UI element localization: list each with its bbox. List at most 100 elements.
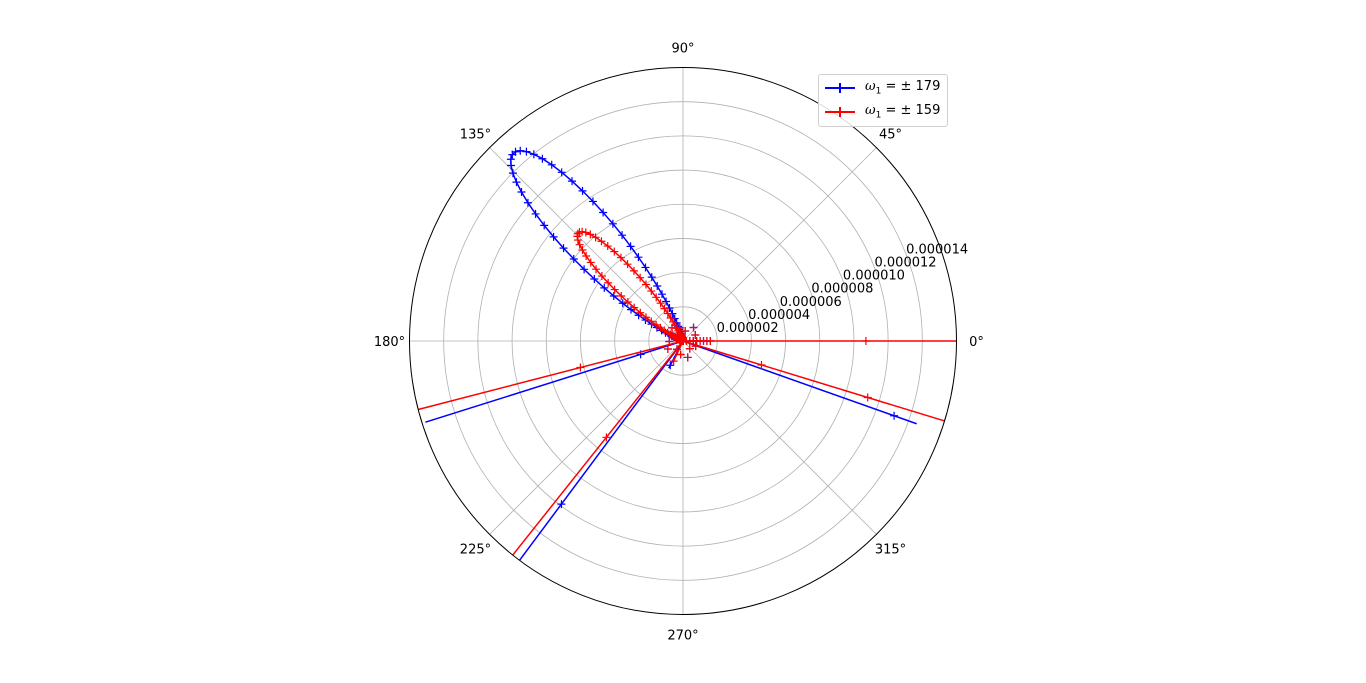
data-point <box>691 331 700 340</box>
data-point <box>669 332 678 341</box>
data-point <box>575 240 584 249</box>
data-point <box>599 208 608 217</box>
data-point <box>578 246 587 255</box>
data-point <box>634 253 643 262</box>
radial-tick-label: 0.000010 <box>843 269 905 284</box>
data-point <box>600 283 609 292</box>
data-point <box>523 198 532 207</box>
angle-tick-label: 315° <box>875 543 906 558</box>
data-point <box>653 282 662 291</box>
data-point <box>647 317 656 326</box>
data-point <box>681 326 690 335</box>
data-point <box>592 265 601 274</box>
data-point <box>623 298 632 307</box>
data-point <box>568 177 577 186</box>
legend: ω1 = ± 179 ω1 = ± 159 <box>818 74 948 127</box>
data-point <box>669 357 678 366</box>
radial-tick-label: 0.000006 <box>780 295 842 310</box>
data-point <box>675 323 684 332</box>
angle-tick-label: 45° <box>879 127 902 142</box>
tick-labels: 0.0000020.0000040.0000060.0000080.000010… <box>374 42 984 644</box>
data-point <box>641 263 650 272</box>
legend-swatch-blue <box>825 81 855 95</box>
angular-gridline <box>682 147 877 342</box>
data-point <box>602 433 611 442</box>
data-point <box>573 232 582 241</box>
angle-tick-label: 135° <box>460 127 491 142</box>
data-point <box>597 272 606 281</box>
data-point <box>508 150 517 159</box>
data-point <box>508 169 517 178</box>
data-point <box>531 209 540 218</box>
spike-line <box>682 340 917 425</box>
data-point <box>573 236 582 245</box>
data-point <box>666 314 675 323</box>
data-point <box>663 309 672 318</box>
data-point <box>586 230 595 239</box>
data-point <box>610 285 619 294</box>
angular-gridline <box>489 340 684 535</box>
data-point <box>676 350 685 359</box>
data-point <box>636 273 645 282</box>
data-point <box>608 219 617 228</box>
data-point <box>557 500 566 509</box>
legend-entry-omega-159: ω1 = ± 159 <box>825 101 940 123</box>
data-point <box>538 154 547 163</box>
lobe-line <box>510 150 684 342</box>
data-point <box>660 304 669 313</box>
legend-entry-omega-179: ω1 = ± 179 <box>825 77 940 99</box>
data-point <box>618 231 627 240</box>
data-point <box>626 242 635 251</box>
data-point <box>662 297 671 306</box>
series-layer <box>418 146 957 561</box>
data-point <box>617 291 626 300</box>
data-point <box>647 287 656 296</box>
data-point <box>666 361 675 370</box>
spike-line <box>518 340 684 561</box>
data-point <box>757 360 766 369</box>
data-point <box>663 345 672 354</box>
radial-tick-label: 0.000008 <box>811 282 873 297</box>
data-point <box>522 147 531 156</box>
data-point <box>603 242 612 251</box>
data-point <box>557 168 566 177</box>
polar-frame <box>409 67 957 615</box>
data-point <box>658 290 667 299</box>
data-point <box>630 303 639 312</box>
data-point <box>604 278 613 287</box>
data-point <box>668 323 677 332</box>
data-point <box>652 293 661 302</box>
data-point <box>590 275 599 283</box>
data-point <box>861 337 870 345</box>
data-point <box>610 247 619 256</box>
spike-line <box>672 340 684 364</box>
angular-gridline <box>489 147 684 342</box>
data-point <box>683 353 692 362</box>
data-point <box>576 363 585 372</box>
data-point <box>549 232 558 241</box>
spike-line <box>512 340 684 556</box>
data-point <box>629 266 638 275</box>
data-point <box>636 308 645 317</box>
data-point <box>540 221 549 230</box>
spike-line <box>418 340 684 411</box>
data-point <box>569 255 578 264</box>
angle-tick-label: 225° <box>460 543 491 558</box>
radial-tick-label: 0.000002 <box>717 321 779 336</box>
data-point <box>597 237 606 246</box>
radial-tick-label: 0.000014 <box>906 242 968 257</box>
legend-label-omega-159: ω1 = ± 159 <box>865 103 941 121</box>
data-point <box>588 197 597 206</box>
data-point <box>591 233 600 242</box>
radial-tick-label: 0.000004 <box>748 308 810 323</box>
data-point <box>642 313 650 322</box>
data-point <box>517 188 526 197</box>
spike-line <box>425 340 684 423</box>
data-point <box>575 228 584 237</box>
data-point <box>665 303 674 312</box>
data-point <box>512 178 521 187</box>
angle-tick-label: 180° <box>374 335 405 350</box>
data-point <box>863 393 872 402</box>
angle-tick-label: 0° <box>969 335 984 350</box>
